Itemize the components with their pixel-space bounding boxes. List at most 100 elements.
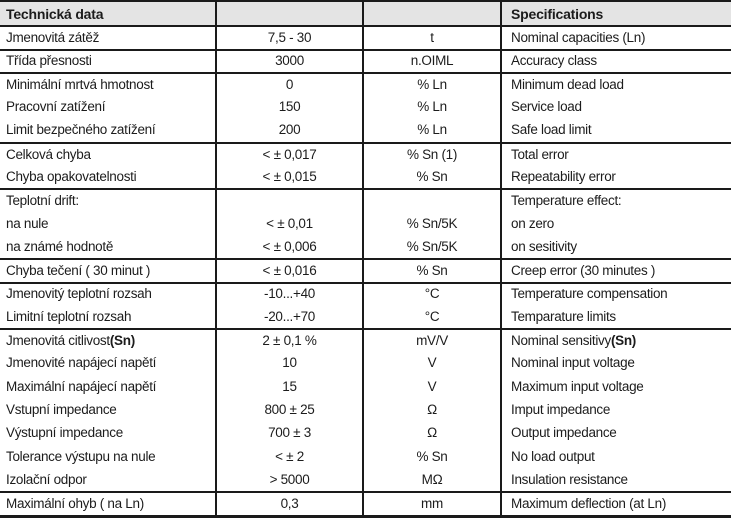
value-cell: 15 [215, 374, 362, 399]
label-czech: Limitní teplotní rozsah [6, 308, 132, 324]
value-cell: 0 [215, 73, 362, 96]
value-cell: < ± 0,016 [215, 260, 362, 282]
table-row: na známé hodnotě < ± 0,006 % Sn/5K on se… [0, 234, 731, 259]
unit-cell: n.OIML [362, 50, 500, 72]
label-english: Temparature limits [500, 304, 731, 329]
label-czech: na nule [6, 215, 49, 231]
label-czech: Jmenovitá zátěž [6, 30, 100, 46]
header-unit-col [362, 2, 500, 26]
label-english: Repeatability error [500, 165, 731, 189]
unit-cell: °C [362, 283, 500, 305]
label-english: Total error [500, 143, 731, 166]
value-cell: 2 ± 0,1 % [215, 330, 362, 352]
table-row: Jmenovitá citlivost (Sn) 2 ± 0,1 % mV/V … [0, 328, 731, 352]
value-cell: < ± 0,015 [215, 165, 362, 189]
value-cell: 10 [215, 351, 362, 375]
value-cell: 150 [215, 95, 362, 119]
value-cell: -10...+40 [215, 283, 362, 305]
label-english: Creep error (30 minutes ) [500, 260, 731, 282]
label-english: Temperature compensation [500, 283, 731, 305]
unit-cell: Ω [362, 421, 500, 445]
table-row: na nule < ± 0,01 % Sn/5K on zero [0, 211, 731, 235]
label-english: Service load [500, 95, 731, 119]
label-czech: Jmenovitá citlivost (Sn) [6, 333, 135, 349]
unit-cell: t [362, 27, 500, 49]
table-row: Limit bezpečného zatížení 200 % Ln Safe … [0, 118, 731, 142]
label-czech: na známé hodnotě [6, 238, 114, 254]
label-english: Maximum input voltage [500, 374, 731, 399]
label-czech: Minimální mrtvá hmotnost [6, 76, 154, 92]
table-row: Izolační odpor > 5000 MΩ Insulation resi… [0, 467, 731, 492]
label-english: Minimum dead load [500, 73, 731, 96]
unit-cell: % Ln [362, 73, 500, 96]
label-czech: Chyba opakovatelnosti [6, 168, 137, 184]
value-cell: < ± 2 [215, 444, 362, 468]
label-english: Imput impedance [500, 398, 731, 422]
label-english: Maximum deflection (at Ln) [500, 493, 731, 515]
header-english: Specifications [500, 2, 731, 26]
unit-cell: Ω [362, 398, 500, 422]
label-czech: Třída přesnosti [6, 53, 92, 69]
table-row: Limitní teplotní rozsah -20...+70 °C Tem… [0, 304, 731, 329]
label-czech: Izolační odpor [6, 471, 87, 487]
value-cell: 3000 [215, 50, 362, 72]
table-body: Jmenovitá zátěž 7,5 - 30 t Nominal capac… [0, 25, 731, 515]
table-row: Jmenovité napájecí napětí 10 V Nominal i… [0, 351, 731, 375]
table-header-row: Technická data Specifications [0, 2, 731, 26]
table-row: Teplotní drift: Temperature effect: [0, 188, 731, 212]
table-row: Minimální mrtvá hmotnost 0 % Ln Minimum … [0, 71, 731, 96]
unit-cell: % Sn [362, 260, 500, 282]
label-english: Accuracy class [500, 50, 731, 72]
value-cell: < ± 0,01 [215, 211, 362, 235]
unit-cell: % Sn/5K [362, 211, 500, 235]
value-cell: 200 [215, 118, 362, 142]
value-cell: > 5000 [215, 467, 362, 492]
table-row: Celková chyba < ± 0,017 % Sn (1) Total e… [0, 141, 731, 166]
value-cell: 0,3 [215, 493, 362, 515]
label-czech: Maximální napájecí napětí [6, 378, 157, 394]
label-czech: Výstupní impedance [6, 425, 123, 441]
label-english: No load output [500, 444, 731, 468]
label-czech: Pracovní zatížení [6, 99, 106, 115]
label-czech: Maximální ohyb ( na Ln) [6, 496, 144, 512]
table-row: Chyba tečení ( 30 minut ) < ± 0,016 % Sn… [0, 258, 731, 282]
table-row: Jmenovitý teplotní rozsah -10...+40 °C T… [0, 281, 731, 305]
value-cell [215, 190, 362, 212]
label-czech: Tolerance výstupu na nule [6, 448, 156, 464]
label-czech: Jmenovitý teplotní rozsah [6, 286, 152, 302]
value-cell: 700 ± 3 [215, 421, 362, 445]
table-row: Pracovní zatížení 150 % Ln Service load [0, 95, 731, 119]
unit-cell: mm [362, 493, 500, 515]
value-cell: < ± 0,006 [215, 234, 362, 259]
unit-cell [362, 190, 500, 212]
unit-cell: % Sn [362, 165, 500, 189]
table-row: Tolerance výstupu na nule < ± 2 % Sn No … [0, 444, 731, 468]
label-english: on sesitivity [500, 234, 731, 259]
header-value-col [215, 2, 362, 26]
label-english: Insulation resistance [500, 467, 731, 492]
label-czech: Teplotní drift: [6, 193, 79, 209]
table-row: Výstupní impedance 700 ± 3 Ω Output impe… [0, 421, 731, 445]
unit-cell: % Sn (1) [362, 143, 500, 166]
unit-cell: % Sn/5K [362, 234, 500, 259]
label-english: Temperature effect: [500, 190, 731, 212]
table-row: Maximální ohyb ( na Ln) 0,3 mm Maximum d… [0, 491, 731, 515]
table-row: Třída přesnosti 3000 n.OIML Accuracy cla… [0, 48, 731, 72]
table-row: Jmenovitá zátěž 7,5 - 30 t Nominal capac… [0, 25, 731, 49]
label-czech: Limit bezpečného zatížení [6, 122, 156, 138]
label-czech: Chyba tečení ( 30 minut ) [6, 263, 151, 279]
unit-cell: °C [362, 304, 500, 329]
label-czech: Jmenovité napájecí napětí [6, 355, 157, 371]
label-czech: Vstupní impedance [6, 401, 117, 417]
value-cell: < ± 0,017 [215, 143, 362, 166]
unit-cell: % Sn [362, 444, 500, 468]
table-row: Chyba opakovatelnosti < ± 0,015 % Sn Rep… [0, 165, 731, 189]
table-row: Vstupní impedance 800 ± 25 Ω Imput imped… [0, 398, 731, 422]
header-czech: Technická data [6, 5, 104, 22]
label-english: Nominal input voltage [500, 351, 731, 375]
unit-cell: mV/V [362, 330, 500, 352]
label-english: Safe load limit [500, 118, 731, 142]
unit-cell: MΩ [362, 467, 500, 492]
